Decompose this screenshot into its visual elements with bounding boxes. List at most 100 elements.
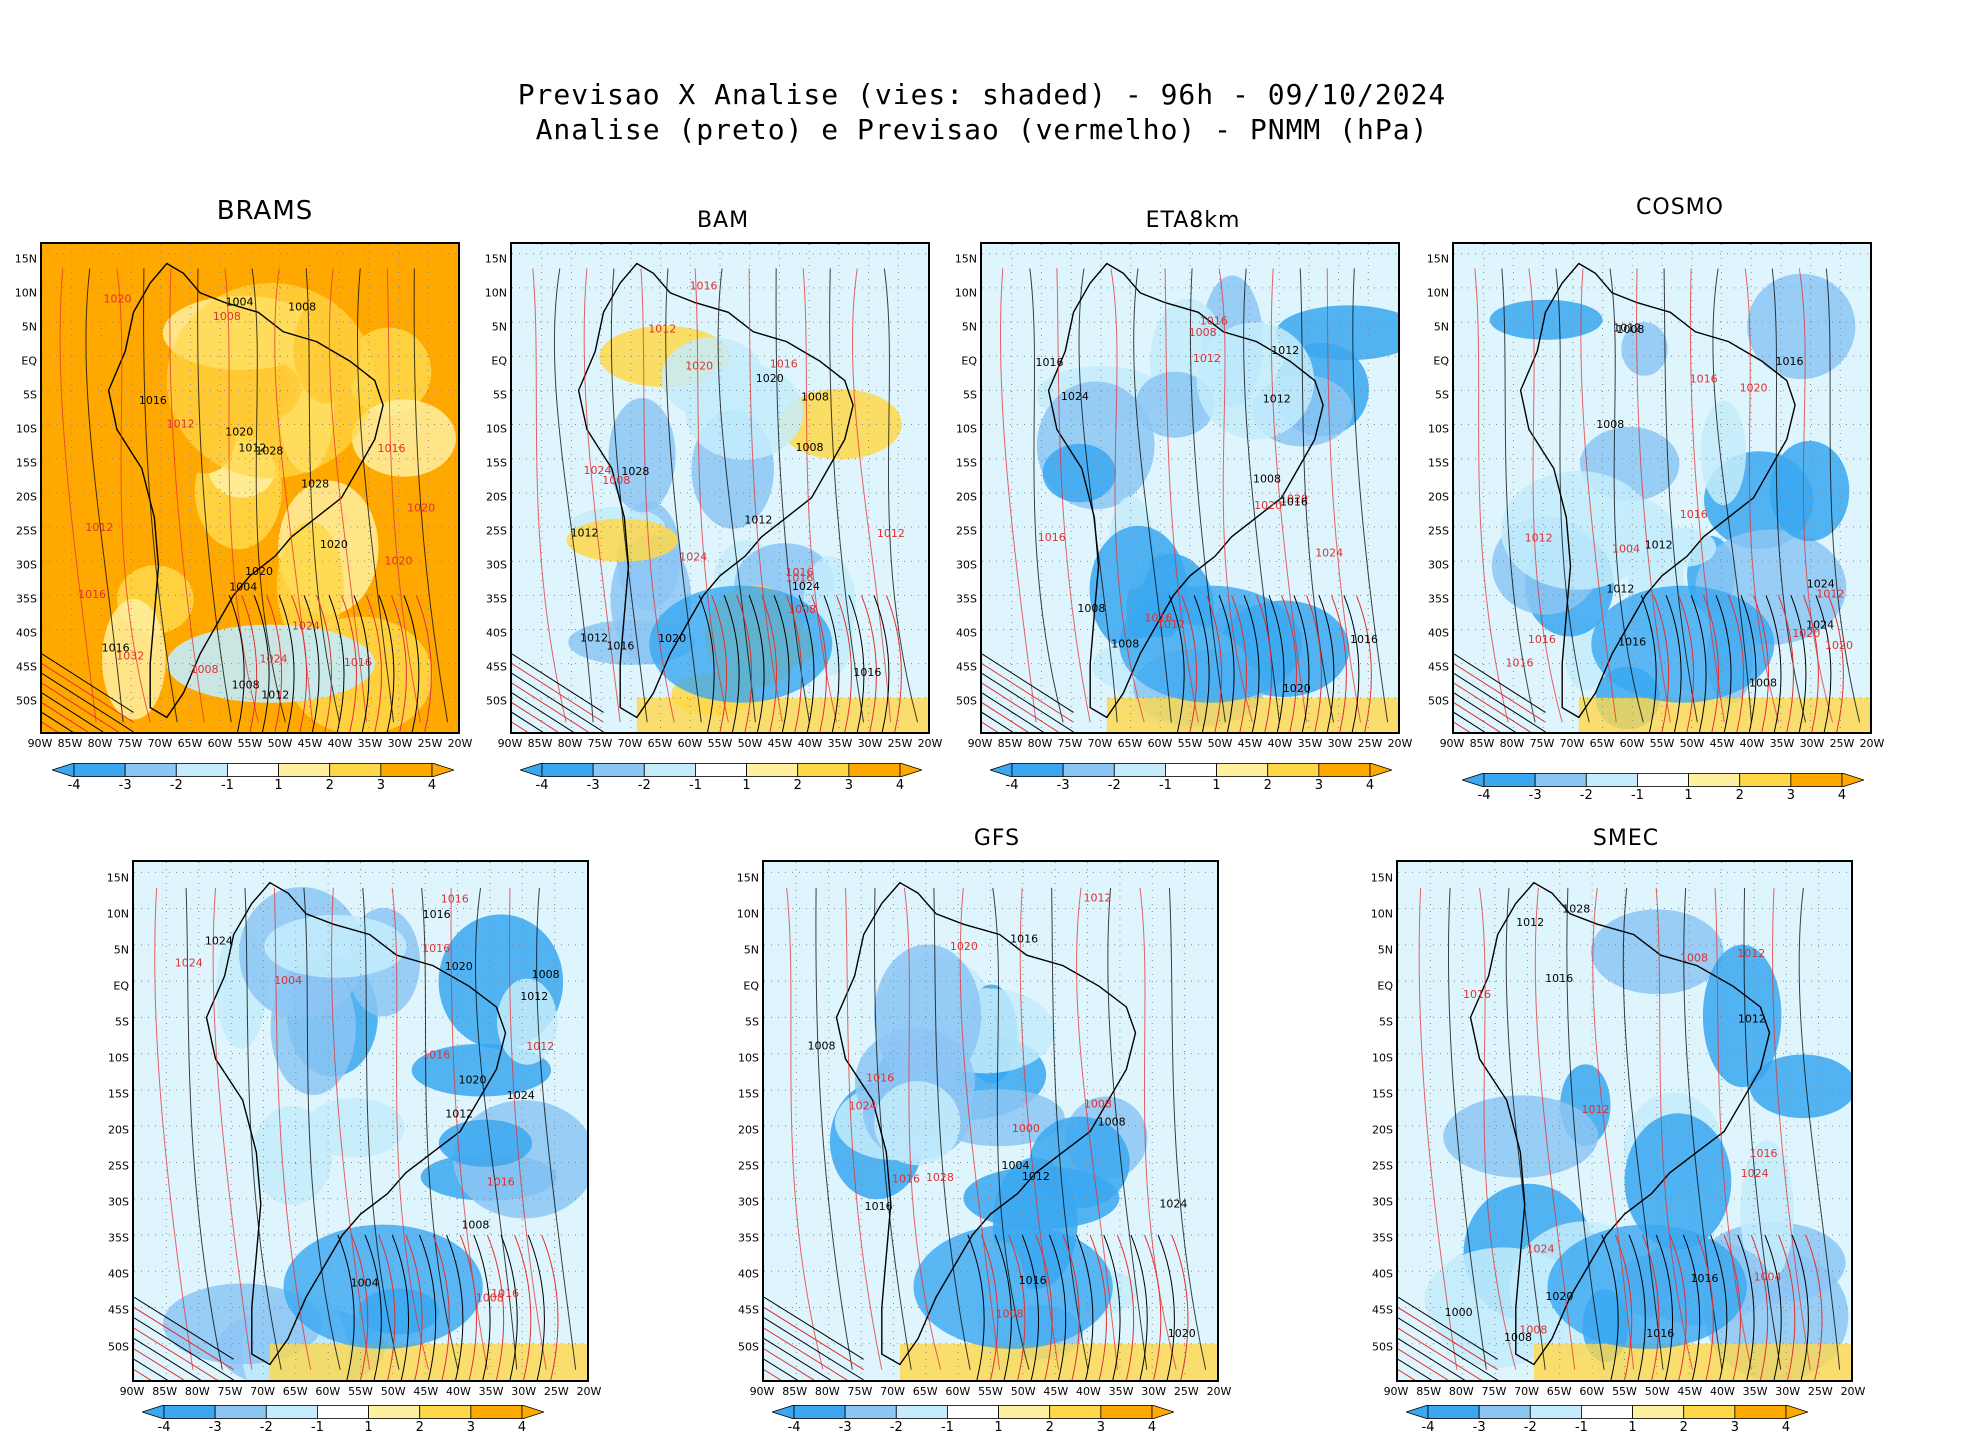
colorbar-label: -2 (1107, 778, 1121, 793)
colorbar-label: 3 (1314, 778, 1323, 793)
lat-tick-label: 10N (954, 286, 977, 300)
contour-label: 1012 (526, 1040, 554, 1053)
panel-title-cosmo: COSMO (1636, 195, 1724, 220)
colorbar-label: -2 (637, 778, 651, 793)
forecast-isobar (415, 595, 432, 732)
analysis-isobar (1771, 268, 1807, 723)
contour-label: 1016 (865, 1200, 893, 1213)
map-unnamed: 1012 1016 1008 1008 1012 1016 1008 1016 1004 1012… (132, 860, 589, 1382)
contour-label: 1004 (1002, 1159, 1030, 1172)
colorbar-segment (1011, 763, 1064, 777)
forecast-isobar (1744, 268, 1779, 723)
bias-shading (304, 1097, 405, 1158)
lat-tick-label: 25S (956, 524, 977, 538)
lat-tick-label: 15N (1426, 252, 1449, 266)
lat-tick-label: 10S (108, 1051, 129, 1065)
forecast-isobar (1669, 1234, 1687, 1380)
colorbar-segment (797, 763, 850, 777)
forecast-isobar (1703, 595, 1720, 732)
analysis-isobar (403, 595, 420, 732)
lon-tick-label: 25W (1173, 1385, 1199, 1398)
lat-tick-label: 15S (486, 456, 507, 470)
lat-tick-label: 40S (1372, 1267, 1393, 1281)
contour-label: 1008 (1504, 1331, 1532, 1344)
colorbar-segment (380, 763, 433, 777)
contour-label: 1016 (866, 1071, 894, 1084)
map-canvas-bam: 1016101210121008101210161008100810161012… (512, 244, 928, 732)
analysis-isobar (775, 268, 810, 723)
colorbar-segment (1113, 763, 1166, 777)
contour-label: 1028 (621, 465, 649, 478)
contour-label: 1016 (1680, 508, 1708, 521)
colorbar-label: -4 (787, 1420, 801, 1435)
analysis-isobar (1243, 595, 1260, 732)
forecast-isobar (736, 595, 753, 732)
contour-label: 1016 (423, 908, 451, 921)
analysis-isobar (992, 887, 1030, 1370)
forecast-isobar (845, 887, 883, 1370)
colorbar-segment (1790, 773, 1843, 787)
lat-tick-label: 10S (956, 422, 977, 436)
contour-label: 1008 (807, 1040, 835, 1053)
analysis-isobar (1555, 268, 1590, 723)
lon-tick-label: 55W (1177, 737, 1203, 750)
colorbar-bam: -4 -3 -2 -1 1 2 3 4 (518, 762, 924, 796)
analysis-isobar (1454, 712, 1486, 732)
colorbar-segment (895, 1405, 948, 1419)
contour-label: 1016 (1506, 656, 1534, 669)
lat-tick-label: 20S (16, 490, 37, 504)
analysis-isobar (553, 268, 594, 723)
lat-tick-label: 10N (484, 286, 507, 300)
forecast-isobar (1231, 595, 1248, 732)
lon-tick-label: 90W (1439, 737, 1465, 750)
lon-tick-label: 85W (57, 737, 83, 750)
forecast-isobar (134, 1348, 185, 1380)
analysis-isobar (473, 1234, 491, 1380)
lon-tick-label: 40W (445, 1385, 471, 1398)
lon-tick-label: 35W (1742, 1385, 1768, 1398)
forecast-isobar (169, 268, 205, 723)
contour-label: 1012 (1516, 916, 1544, 929)
forecast-isobar (1062, 1234, 1080, 1380)
colorbar-label: 2 (1045, 1420, 1054, 1435)
lat-tick-label: 5N (961, 320, 977, 334)
colorbar-segment (419, 1405, 472, 1419)
lat-tick-label: 35S (486, 592, 507, 606)
bias-shading (1749, 1054, 1851, 1119)
lon-tick-label: 60W (945, 1385, 971, 1398)
lon-tick-label: 50W (380, 1385, 406, 1398)
lon-tick-label: 30W (1327, 737, 1353, 750)
contour-label: 1024 (849, 1100, 877, 1113)
lat-tick-label: 45S (108, 1303, 129, 1317)
analysis-isobar (228, 595, 245, 732)
contour-label: 1028 (255, 444, 283, 457)
colorbar-arrow-left (988, 762, 1013, 778)
lon-tick-label: 65W (282, 1385, 308, 1398)
colorbar-segment (1318, 763, 1371, 777)
contour-label: 1012 (1613, 321, 1641, 334)
contour-label: 1028 (301, 478, 329, 491)
bias-shading (269, 1343, 587, 1380)
contour-label: 1024 (175, 957, 203, 970)
contour-label: 1024 (792, 580, 820, 593)
colorbar-segment (947, 1405, 999, 1419)
contour-label: 1012 (1738, 1013, 1766, 1026)
lon-tick-label: 90W (497, 737, 523, 750)
lat-tick-label: 10S (1372, 1051, 1393, 1065)
lat-tick-label: 40S (486, 626, 507, 640)
lat-tick-label: 5N (1377, 943, 1393, 957)
lon-tick-label: 70W (1087, 737, 1113, 750)
contour-label: 1008 (1253, 472, 1281, 485)
forecast-isobar (514, 1234, 532, 1380)
lon-tick-label: 30W (511, 1385, 537, 1398)
colorbar-segment (695, 763, 747, 777)
lat-tick-label: 45S (956, 660, 977, 674)
lat-tick-label: 25S (108, 1159, 129, 1173)
lon-tick-label: 55W (707, 737, 733, 750)
forecast-isobar (241, 595, 258, 732)
lat-tick-label: 10S (16, 422, 37, 436)
analysis-isobar (723, 595, 740, 732)
colorbar-label: -4 (157, 1420, 171, 1435)
colorbar-segment (541, 763, 594, 777)
analysis-isobar (1078, 268, 1118, 723)
